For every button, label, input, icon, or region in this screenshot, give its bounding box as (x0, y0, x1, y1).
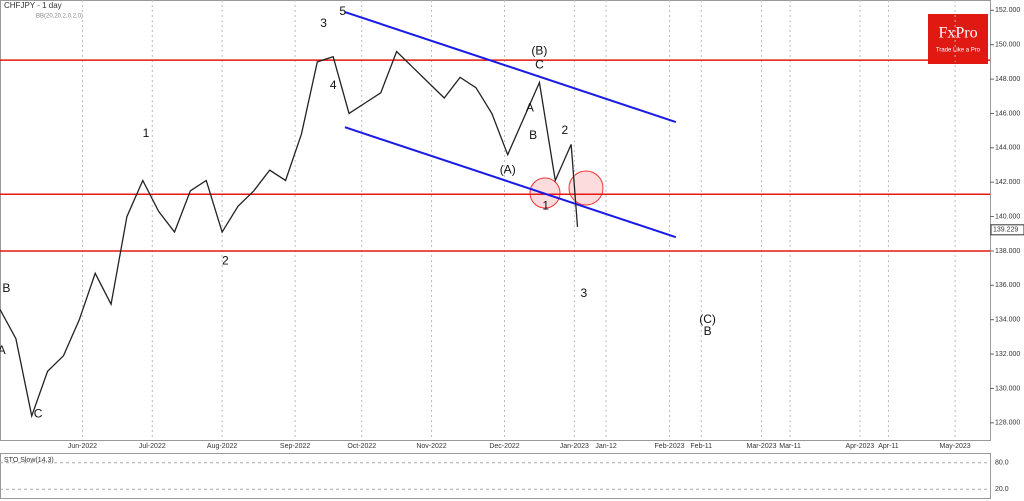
x-tick-label: Apr-2023 (846, 443, 875, 450)
x-tick-label: Nov-2022 (416, 443, 446, 450)
wave-label: C (535, 57, 544, 71)
wave-label: 4 (330, 78, 337, 92)
wave-label: 2 (561, 123, 568, 137)
wave-label: 3 (581, 286, 588, 300)
y-tick-label: 142.000 (995, 179, 1020, 186)
y-tick-label: 152.000 (995, 7, 1020, 14)
wave-label: (A) (500, 162, 516, 176)
x-tick-label: Feb-11 (690, 443, 712, 450)
y-tick-label: 148.000 (995, 76, 1020, 83)
x-tick-label: Oct-2022 (347, 443, 376, 450)
x-tick-label: Aug-2022 (207, 443, 237, 450)
logo-box (928, 14, 988, 64)
highlight-circle (568, 170, 604, 206)
x-tick-label: Dec-2022 (489, 443, 519, 450)
x-tick-label: Jan-2023 (560, 443, 589, 450)
x-tick-label: Jan-12 (595, 443, 617, 450)
wave-label: B (2, 281, 10, 295)
y-tick-label: 140.000 (995, 213, 1020, 220)
x-tick-label: May-2023 (940, 443, 971, 450)
x-tick-label: Mar-2023 (747, 443, 777, 450)
osc-tick-label: 20.0 (995, 486, 1009, 493)
y-tick-label: 138.000 (995, 248, 1020, 255)
wave-label: B (529, 128, 537, 142)
y-tick-label: 130.000 (995, 385, 1020, 392)
x-tick-label: Jul-2022 (139, 443, 166, 450)
wave-label: 2 (222, 253, 229, 267)
wave-label: A (526, 100, 534, 114)
last-price-box (990, 224, 1024, 236)
oscillator-title: STO Slow(14,3) (4, 457, 54, 464)
channel-line (344, 126, 677, 239)
x-tick-label: Sep-2022 (280, 443, 310, 450)
y-tick-label: 150.000 (995, 42, 1020, 49)
wave-label: 1 (143, 126, 150, 140)
wave-label: (B) (531, 44, 547, 58)
oscillator-frame (0, 453, 991, 499)
x-tick-label: Apr-11 (878, 443, 899, 450)
wave-label: 3 (320, 16, 327, 30)
chart-subtitle: BB(20,20,2,0,2,0) (36, 14, 83, 20)
y-tick-label: 136.000 (995, 282, 1020, 289)
wave-label: 5 (339, 4, 346, 18)
x-tick-label: Mar-11 (779, 443, 801, 450)
y-tick-label: 146.000 (995, 110, 1020, 117)
osc-tick-label: 80.0 (995, 460, 1009, 467)
plot-frame (0, 0, 991, 441)
chart-title: CHFJPY - 1 day (4, 1, 62, 10)
y-tick-label: 144.000 (995, 145, 1020, 152)
logo-brand: FxPro (938, 25, 977, 42)
wave-label: B (704, 324, 712, 338)
x-tick-label: Feb-2023 (655, 443, 685, 450)
channel-line (344, 11, 677, 123)
wave-label: A (0, 343, 6, 357)
logo-tagline: Trade Like a Pro (936, 48, 981, 54)
x-tick-label: Jun-2022 (68, 443, 97, 450)
wave-label: (C) (699, 312, 716, 326)
price-line (0, 50, 579, 419)
y-tick-label: 134.000 (995, 317, 1020, 324)
y-tick-label: 132.000 (995, 351, 1020, 358)
wave-label: 1 (542, 198, 549, 212)
last-price-label: 139.229 (993, 227, 1018, 234)
y-tick-label: 128.000 (995, 420, 1020, 427)
wave-label: C (34, 406, 43, 420)
